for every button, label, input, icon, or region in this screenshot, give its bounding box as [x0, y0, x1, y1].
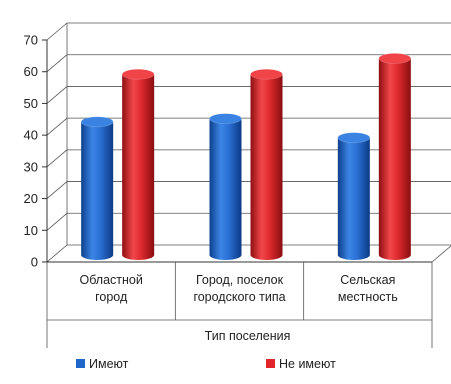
legend-swatch — [266, 359, 275, 368]
bar-top — [121, 68, 155, 80]
bar-imeyut — [209, 113, 242, 260]
gridline-diag — [46, 212, 68, 231]
gridline-diag — [46, 54, 68, 73]
y-tick-label: 0 — [31, 255, 38, 270]
legend-swatch — [76, 359, 85, 368]
bar-ne-imeyut — [378, 53, 412, 260]
bar-body — [81, 121, 114, 260]
y-tick-label: 70 — [24, 33, 38, 48]
bar-top — [209, 113, 242, 124]
x-tick-label: Город, поселок городского типа — [193, 273, 285, 304]
y-tick-label: 30 — [24, 159, 38, 174]
legend-label: Не имеют — [279, 357, 336, 371]
x-axis-title: Тип поселения — [205, 329, 291, 343]
gridline-diag — [46, 181, 68, 199]
bar-body — [250, 74, 283, 260]
bar-top — [337, 132, 371, 143]
bar-body — [378, 58, 411, 260]
bar-ne-imeyut — [121, 68, 155, 260]
y-tick-label: 60 — [24, 64, 38, 79]
x-tick-label: Областной город — [79, 273, 142, 304]
gridline-diag — [46, 22, 68, 41]
bar-imeyut — [337, 132, 371, 260]
floor-right-edge — [431, 245, 451, 263]
bar-body — [122, 74, 155, 260]
bar-top — [378, 53, 412, 64]
bar-top — [250, 68, 283, 80]
x-tick-label: Сельская местность — [338, 273, 398, 304]
bar-imeyut — [80, 116, 114, 260]
y-tick-label: 10 — [24, 223, 38, 238]
gridline-diag — [46, 86, 68, 104]
bar-body — [337, 137, 370, 260]
bar-ne-imeyut — [250, 68, 283, 260]
gridline-diag — [46, 149, 68, 168]
gridline-diag — [46, 117, 68, 136]
bar-body — [209, 118, 242, 260]
y-tick-label: 40 — [24, 128, 38, 143]
y-tick-label: 20 — [24, 191, 38, 206]
legend-label: Имеют — [89, 357, 129, 371]
y-tick-label: 50 — [24, 96, 38, 111]
bar-top — [80, 116, 114, 128]
gridline-diag — [46, 244, 68, 263]
